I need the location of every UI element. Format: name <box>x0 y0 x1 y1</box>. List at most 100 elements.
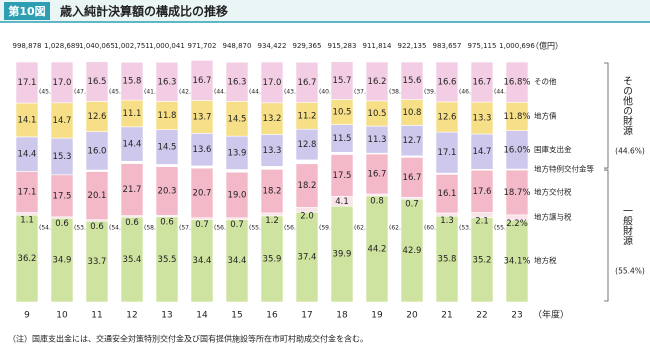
bar-segment <box>470 61 494 103</box>
series-label: 地方特例交付金等 <box>534 164 594 174</box>
value-label: 12.8 <box>298 140 317 150</box>
group-share-label: (46.4) <box>459 89 477 96</box>
total-label: 922,135 <box>398 42 427 50</box>
x-tick-label: 14 <box>196 311 208 321</box>
group-share-label: (55.3) <box>249 225 267 232</box>
value-label: 35.8 <box>438 255 457 265</box>
x-tick-label: 16 <box>266 311 278 321</box>
total-label: 1,028,689 <box>44 42 80 50</box>
value-label: 15.8 <box>123 77 142 87</box>
bar-segment <box>50 61 74 104</box>
group-share-label: (45.6) <box>39 89 57 96</box>
group-share-label: (55.4%) <box>615 267 645 276</box>
group-name: 一般財源 <box>621 206 633 247</box>
group-share-label: (44.7) <box>494 89 512 96</box>
value-label: 14.4 <box>18 150 37 160</box>
total-label: 948,870 <box>223 42 252 50</box>
group-share-label: (47.0) <box>74 89 92 96</box>
value-label: 17.6 <box>473 187 492 197</box>
value-label: 11.1 <box>123 109 142 119</box>
value-label: 14.5 <box>228 114 247 124</box>
value-label: 34.1% <box>503 257 530 267</box>
x-tick-label: 15 <box>231 311 242 321</box>
group-share-label: (38.0) <box>389 89 407 96</box>
bar-segment <box>85 61 109 102</box>
bar-segment <box>225 61 249 102</box>
group-share-label: (40.7) <box>319 89 337 96</box>
series-label: 国庫支出金 <box>534 144 572 154</box>
bar-segment <box>435 61 459 103</box>
value-label: 35.2 <box>473 255 492 265</box>
value-label: 42.9 <box>403 246 422 256</box>
x-tick-label: 23 <box>511 311 522 321</box>
figure-badge <box>4 2 50 20</box>
x-tick-label: 10 <box>56 311 68 321</box>
value-label: 14.7 <box>473 147 492 157</box>
bracket <box>604 62 609 169</box>
value-label: 14.4 <box>123 140 142 150</box>
bar-segment <box>155 61 179 102</box>
value-label: 17.5 <box>53 191 72 201</box>
x-tick-label: 12 <box>126 311 137 321</box>
series-label: 地方譲与税 <box>534 212 572 222</box>
value-label: 10.5 <box>368 109 387 119</box>
value-label: 16.0% <box>503 145 530 155</box>
value-label: 39.9 <box>333 250 352 260</box>
header-band <box>0 0 650 22</box>
value-label: 17.0 <box>53 78 72 88</box>
x-tick-label: 17 <box>301 311 312 321</box>
title: 歳入純計決算額の構成比の推移 <box>60 4 228 19</box>
value-label: 14.1 <box>18 115 37 125</box>
group-share-label: (54.9) <box>109 225 127 232</box>
value-label: 15.7 <box>333 76 352 86</box>
value-label: 13.3 <box>473 114 492 124</box>
value-label: 33.7 <box>88 257 107 267</box>
series-label: その他 <box>534 76 557 86</box>
value-label: 34.4 <box>228 256 247 266</box>
value-label: 16.7 <box>403 173 422 183</box>
value-label: 18.2 <box>263 187 282 197</box>
bar-segment <box>120 61 144 101</box>
x-tick-label: 11 <box>91 311 102 321</box>
series-label: 地方税 <box>534 255 557 265</box>
totals-unit: （億円） <box>531 41 563 51</box>
value-label: 16.2 <box>368 77 387 87</box>
total-label: 975,115 <box>468 42 497 50</box>
group-share-label: (54.4) <box>39 225 57 232</box>
bar-segment <box>295 61 319 103</box>
value-label: 1.2 <box>265 216 279 226</box>
value-label: 0.7 <box>230 220 244 230</box>
bar-segment <box>400 61 424 100</box>
value-label: 2.0 <box>300 211 314 221</box>
x-tick-label: 20 <box>406 311 418 321</box>
value-label: 1.1 <box>20 215 34 225</box>
value-label: 17.5 <box>333 171 352 181</box>
total-label: 1,000,696 <box>499 42 535 50</box>
total-label: 1,000,041 <box>149 42 185 50</box>
group-share-label: (44.6%) <box>615 147 645 156</box>
value-label: 0.7 <box>405 200 419 210</box>
value-label: 16.7 <box>473 78 492 88</box>
total-label: 971,702 <box>188 42 217 50</box>
x-tick-label: 18 <box>336 311 348 321</box>
bar-segment <box>15 61 39 104</box>
value-label: 35.4 <box>123 255 142 265</box>
bracket <box>604 169 609 302</box>
note: （注）国庫支出金には、交通安全対策特別交付金及び国有提供施設等所在市町村助成交付… <box>8 334 368 344</box>
group-share-label: (58.7) <box>144 225 162 232</box>
value-label: 13.9 <box>228 148 247 158</box>
value-label: 21.7 <box>123 185 142 195</box>
value-label: 11.5 <box>333 134 352 144</box>
value-label: 0.6 <box>55 219 69 229</box>
value-label: 16.5 <box>88 77 107 87</box>
value-label: 12.6 <box>438 112 457 122</box>
x-tick-label: 9 <box>24 311 30 321</box>
value-label: 10.5 <box>333 108 352 118</box>
value-label: 16.3 <box>228 77 247 87</box>
group-share-label: (60.9) <box>424 225 442 232</box>
total-label: 1,002,751 <box>114 42 150 50</box>
value-label: 4.1 <box>335 197 349 207</box>
value-label: 18.7% <box>503 188 530 198</box>
value-label: 13.7 <box>193 112 212 122</box>
value-label: 0.6 <box>125 218 139 228</box>
